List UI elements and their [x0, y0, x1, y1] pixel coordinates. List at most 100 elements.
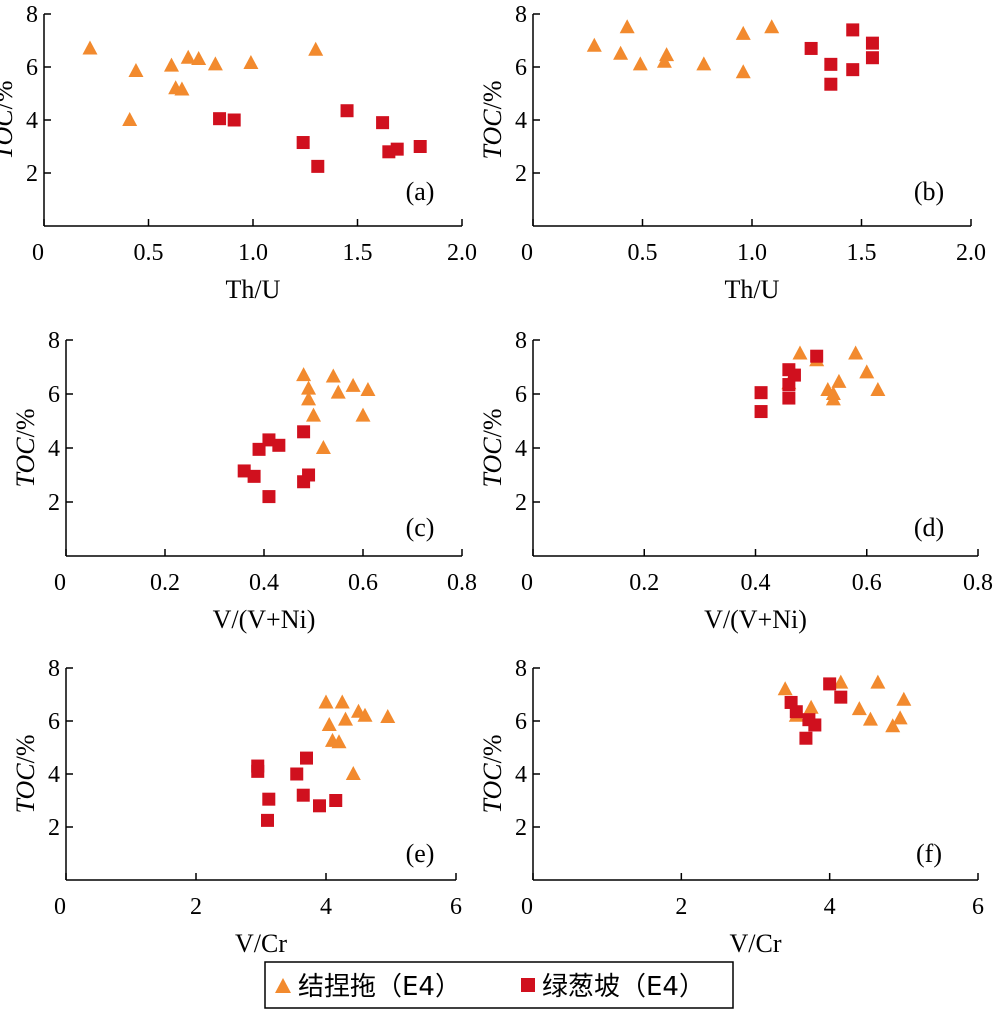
x-tick-label: 0	[521, 894, 533, 920]
chart-panel-b: 2 4 6 8 0 0.5 1.0 1.5 2.0 Th/U TOC/% (b)	[478, 2, 986, 304]
data-point-triangle	[243, 55, 259, 70]
data-point-triangle	[659, 47, 675, 62]
y-tick-label: 6	[48, 709, 60, 735]
data-point-square	[247, 469, 261, 483]
data-point-triangle	[613, 45, 629, 60]
data-point-triangle	[803, 699, 819, 714]
panel-label: (e)	[406, 839, 435, 868]
legend: 结捏拖（E4） 绿葱坡（E4）	[264, 961, 734, 1009]
data-point-square	[290, 767, 304, 781]
data-point-triangle	[833, 674, 849, 689]
x-tick-label: 0	[521, 240, 533, 266]
data-point-triangle	[380, 709, 396, 724]
x-tick-label: 6	[972, 894, 984, 920]
data-point-triangle	[338, 711, 353, 726]
data-point-triangle	[355, 407, 371, 422]
y-tick-label: 6	[48, 382, 60, 408]
x-tick-label: 1.0	[737, 240, 767, 266]
data-point-triangle	[306, 407, 321, 422]
x-tick-label: 0.8	[963, 570, 993, 596]
data-point-square	[272, 438, 286, 452]
x-axis-title: Th/U	[725, 275, 780, 304]
data-point-square	[297, 425, 311, 439]
data-point-triangle	[301, 380, 317, 395]
x-axis-title: V/(V+Ni)	[704, 605, 807, 634]
data-point-triangle	[122, 112, 138, 126]
y-axis-title-unit: /%	[11, 409, 40, 438]
x-tick-label: 1.0	[238, 240, 268, 266]
data-point-triangle	[764, 19, 780, 34]
x-axis-title: V/(V+Ni)	[213, 605, 316, 634]
data-point-square	[251, 764, 265, 778]
chart-panel-e: 2 4 6 8 0 2 4 6 V/Cr TOC/% (e)	[11, 656, 462, 958]
data-point-triangle	[331, 734, 347, 749]
data-point-triangle	[318, 694, 334, 709]
y-tick-label: 8	[515, 328, 527, 354]
data-point-triangle	[586, 37, 602, 52]
legend-frame	[264, 961, 734, 1009]
data-point-square	[376, 116, 390, 130]
y-tick-label: 2	[515, 490, 527, 516]
data-point-square	[824, 77, 838, 91]
y-axis-title-unit: /%	[478, 81, 507, 110]
y-axis-title: TOC/%	[478, 409, 507, 488]
legend-label-jieniyi: 结捏拖（E4）	[298, 972, 461, 1002]
y-tick-label: 6	[515, 709, 527, 735]
data-point-triangle	[862, 711, 878, 726]
y-tick-label: 4	[515, 762, 527, 788]
x-tick-label: 0	[54, 570, 66, 596]
data-point-triangle	[870, 674, 886, 689]
data-point-triangle	[892, 710, 908, 725]
x-tick-label: 2.0	[956, 240, 986, 266]
y-axis-title-toc: TOC	[478, 763, 507, 814]
data-point-square	[313, 799, 326, 813]
chart-panel-d: 2 4 6 8 0 0.2 0.4 0.6 0.8 V/(V+Ni) TOC/% (d)	[478, 328, 993, 634]
data-point-triangle	[357, 707, 373, 722]
panel-label: (d)	[914, 513, 944, 542]
panel-label: (f)	[916, 839, 942, 868]
data-point-triangle	[831, 373, 847, 388]
y-axis-title: TOC/%	[11, 409, 40, 488]
data-point-triangle	[632, 56, 648, 71]
y-tick-label: 8	[48, 328, 60, 354]
data-point-triangle	[885, 718, 901, 733]
data-point-square	[754, 386, 768, 400]
legend-label-lvcongpo: 绿葱坡（E4）	[542, 972, 705, 1002]
panel-label: (c)	[406, 513, 435, 542]
data-point-triangle	[792, 345, 808, 360]
data-point-triangle	[735, 25, 751, 40]
x-axis-title: Th/U	[226, 275, 281, 304]
data-point-square	[865, 36, 879, 50]
chart-panel-a: 2 4 6 8 0 0.5 1.0 1.5 2.0 Th/U TOC/% (a)	[0, 2, 477, 304]
legend-triangle-marker	[275, 978, 291, 993]
y-axis-title: TOC/%	[0, 81, 18, 160]
data-point-triangle	[321, 716, 337, 731]
x-tick-label: 6	[450, 894, 462, 920]
data-point-square	[823, 677, 837, 691]
y-tick-label: 4	[515, 108, 527, 134]
data-point-square	[754, 405, 768, 419]
y-tick-label: 2	[48, 815, 60, 841]
y-axis-title: TOC/%	[11, 735, 40, 814]
y-tick-label: 2	[26, 161, 38, 187]
panel-label: (b)	[914, 177, 944, 206]
y-tick-label: 8	[515, 2, 527, 28]
y-axis-title-unit: /%	[11, 735, 40, 764]
data-point-square	[340, 104, 354, 118]
data-point-square	[787, 368, 801, 382]
x-tick-label: 2	[675, 894, 687, 920]
data-point-square	[824, 57, 838, 71]
y-axis-title-toc: TOC	[478, 109, 507, 160]
y-tick-label: 2	[515, 815, 527, 841]
data-point-square	[413, 140, 427, 153]
data-point-triangle	[191, 51, 207, 66]
data-point-square	[213, 112, 227, 126]
data-point-square	[302, 468, 316, 482]
data-point-triangle	[896, 691, 912, 706]
data-point-square	[808, 718, 822, 732]
y-tick-label: 2	[515, 161, 527, 187]
x-axis-title: V/Cr	[235, 929, 287, 958]
data-point-square	[296, 788, 310, 802]
data-point-square	[846, 63, 860, 77]
data-point-triangle	[848, 345, 864, 360]
